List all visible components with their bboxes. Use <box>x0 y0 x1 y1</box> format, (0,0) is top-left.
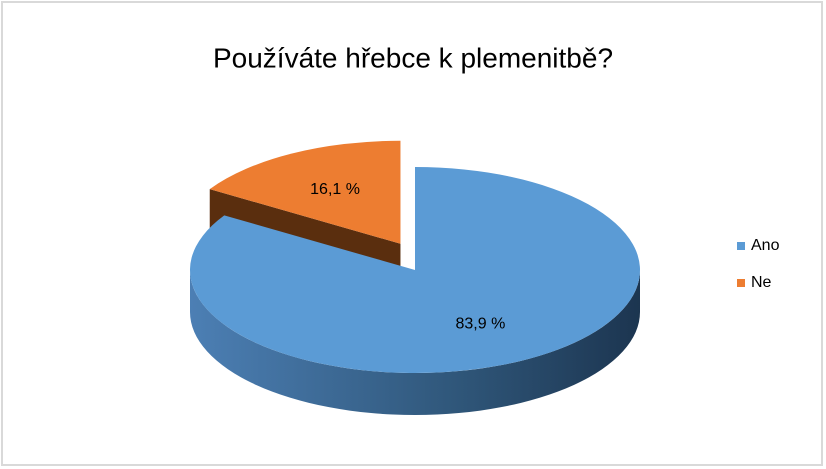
legend-swatch <box>737 279 745 287</box>
slice <box>209 140 401 244</box>
legend-label: Ano <box>751 237 780 254</box>
slice <box>189 167 640 374</box>
legend-label: Ne <box>751 274 772 291</box>
data-label: 16,1 % <box>310 181 360 198</box>
legend: Ano Ne <box>737 237 780 291</box>
chart-title: Používáte hřebce k plemenitbě? <box>213 42 613 73</box>
pie: 83,9 % 16,1 % <box>189 140 640 415</box>
legend-swatch <box>737 242 745 250</box>
slice-side <box>190 270 640 415</box>
data-label: 83,9 % <box>456 315 506 332</box>
